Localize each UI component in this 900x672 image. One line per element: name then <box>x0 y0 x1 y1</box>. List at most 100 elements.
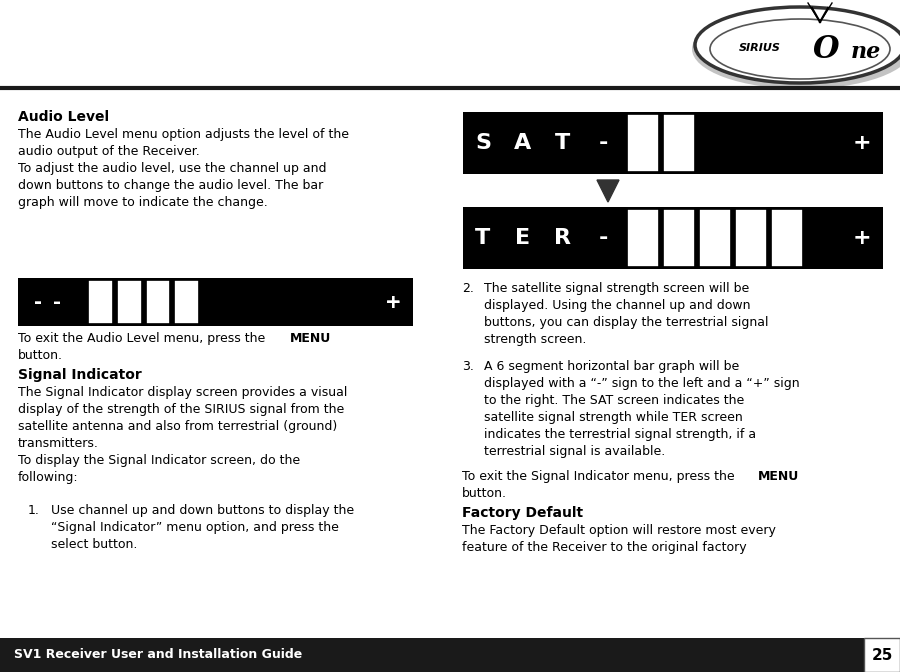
Bar <box>59 280 85 324</box>
Bar <box>346 280 372 324</box>
Text: strength screen.: strength screen. <box>484 333 587 346</box>
Text: The Signal Indicator display screen provides a visual: The Signal Indicator display screen prov… <box>18 386 347 399</box>
Bar <box>662 114 695 172</box>
Bar <box>626 209 659 267</box>
Bar <box>261 280 285 324</box>
Bar <box>626 114 659 172</box>
Bar <box>585 114 623 172</box>
Text: Signal Indicator: Signal Indicator <box>18 368 142 382</box>
Text: buttons, you can display the terrestrial signal: buttons, you can display the terrestrial… <box>484 316 769 329</box>
Text: O: O <box>813 34 840 65</box>
Text: -: - <box>53 292 61 312</box>
Bar <box>88 280 113 324</box>
Bar <box>289 280 314 324</box>
Bar <box>698 209 731 267</box>
Text: satellite signal strength while TER screen: satellite signal strength while TER scre… <box>484 411 742 424</box>
Bar <box>88 280 113 324</box>
Text: A: A <box>514 133 532 153</box>
Bar <box>318 280 343 324</box>
Bar <box>807 209 839 267</box>
Text: button.: button. <box>18 349 63 362</box>
Bar <box>117 280 141 324</box>
Bar <box>463 112 883 174</box>
Bar <box>771 114 803 172</box>
Text: displayed with a “-” sign to the left and a “+” sign: displayed with a “-” sign to the left an… <box>484 377 799 390</box>
Bar <box>771 209 803 267</box>
Text: -: - <box>599 133 608 153</box>
Text: S: S <box>475 133 491 153</box>
Bar <box>175 280 199 324</box>
Bar <box>232 280 256 324</box>
Text: 2.: 2. <box>462 282 474 295</box>
Bar <box>56 280 59 324</box>
Text: terrestrial signal is available.: terrestrial signal is available. <box>484 445 665 458</box>
Bar <box>465 114 501 172</box>
Text: -: - <box>34 292 41 312</box>
Bar <box>505 114 541 172</box>
Bar <box>0 638 900 672</box>
Text: displayed. Using the channel up and down: displayed. Using the channel up and down <box>484 299 751 312</box>
Text: +: + <box>385 292 401 312</box>
Bar <box>175 280 199 324</box>
Text: R: R <box>554 228 572 248</box>
Bar <box>465 209 501 267</box>
Bar <box>463 207 883 269</box>
Bar <box>505 209 541 267</box>
Text: To exit the Audio Level menu, press the: To exit the Audio Level menu, press the <box>18 332 269 345</box>
Text: The Factory Default option will restore most every: The Factory Default option will restore … <box>462 524 776 537</box>
Bar <box>585 209 623 267</box>
Ellipse shape <box>692 9 900 89</box>
Text: Use channel up and down buttons to display the: Use channel up and down buttons to displ… <box>51 504 354 517</box>
Text: feature of the Receiver to the original factory: feature of the Receiver to the original … <box>462 541 747 554</box>
Bar <box>20 280 56 324</box>
Bar <box>734 114 767 172</box>
Text: graph will move to indicate the change.: graph will move to indicate the change. <box>18 196 268 209</box>
Ellipse shape <box>695 7 900 83</box>
Text: 1.: 1. <box>28 504 40 517</box>
Bar <box>734 209 767 267</box>
Bar <box>318 280 343 324</box>
Text: audio output of the Receiver.: audio output of the Receiver. <box>18 145 200 158</box>
Text: select button.: select button. <box>51 538 138 551</box>
Bar <box>117 280 141 324</box>
Bar <box>843 209 881 267</box>
Text: Audio Level: Audio Level <box>18 110 109 124</box>
Text: The Audio Level menu option adjusts the level of the: The Audio Level menu option adjusts the … <box>18 128 349 141</box>
Text: satellite antenna and also from terrestrial (ground): satellite antenna and also from terrestr… <box>18 420 338 433</box>
Bar <box>261 280 285 324</box>
Text: button.: button. <box>462 487 507 500</box>
Bar <box>289 280 314 324</box>
Text: MENU: MENU <box>290 332 331 345</box>
Text: -: - <box>599 228 608 248</box>
Polygon shape <box>597 180 619 202</box>
Text: MENU: MENU <box>758 470 799 483</box>
Bar <box>375 280 411 324</box>
Text: Factory Default: Factory Default <box>462 506 583 520</box>
Text: SV1 Receiver User and Installation Guide: SV1 Receiver User and Installation Guide <box>14 648 302 661</box>
Bar <box>203 280 228 324</box>
Bar <box>18 278 413 326</box>
Text: T: T <box>475 228 491 248</box>
Bar <box>698 114 731 172</box>
Bar <box>146 280 170 324</box>
Bar <box>346 280 372 324</box>
Text: The satellite signal strength screen will be: The satellite signal strength screen wil… <box>484 282 749 295</box>
Text: ne: ne <box>851 41 881 63</box>
Text: display of the strength of the SIRIUS signal from the: display of the strength of the SIRIUS si… <box>18 403 344 416</box>
Text: To adjust the audio level, use the channel up and: To adjust the audio level, use the chann… <box>18 162 327 175</box>
Text: To exit the Signal Indicator menu, press the: To exit the Signal Indicator menu, press… <box>462 470 739 483</box>
Bar <box>18 278 413 326</box>
Bar <box>662 209 695 267</box>
Bar <box>232 280 256 324</box>
Bar <box>146 280 170 324</box>
Text: SIRIUS: SIRIUS <box>739 43 781 53</box>
Text: 25: 25 <box>871 648 893 663</box>
Bar <box>544 209 580 267</box>
Text: 3.: 3. <box>462 360 474 373</box>
Text: -: - <box>34 292 41 312</box>
Bar <box>843 114 881 172</box>
Text: indicates the terrestrial signal strength, if a: indicates the terrestrial signal strengt… <box>484 428 756 441</box>
Text: E: E <box>516 228 530 248</box>
Bar <box>807 114 839 172</box>
Bar <box>864 638 900 672</box>
